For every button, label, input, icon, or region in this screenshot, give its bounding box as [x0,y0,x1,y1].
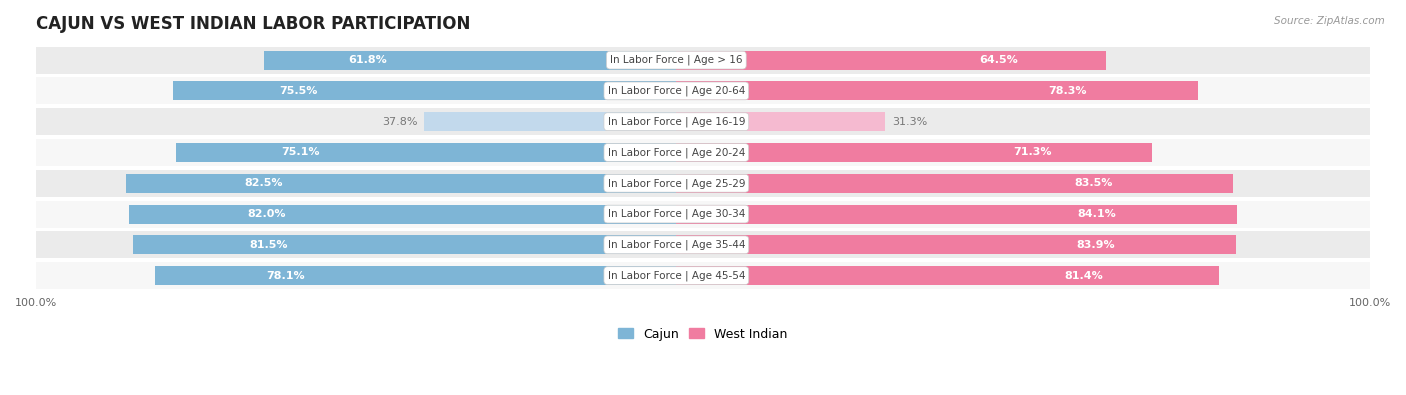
Bar [37,108,1369,135]
Text: In Labor Force | Age 35-44: In Labor Force | Age 35-44 [607,240,745,250]
Bar [37,47,1369,74]
Text: CAJUN VS WEST INDIAN LABOR PARTICIPATION: CAJUN VS WEST INDIAN LABOR PARTICIPATION [37,15,471,33]
Bar [676,235,1236,254]
Text: 71.3%: 71.3% [1014,147,1052,158]
Text: 64.5%: 64.5% [980,55,1018,65]
Text: In Labor Force | Age 20-64: In Labor Force | Age 20-64 [607,86,745,96]
Text: Source: ZipAtlas.com: Source: ZipAtlas.com [1274,16,1385,26]
Bar [37,170,1369,197]
Bar [37,139,1369,166]
Bar [37,262,1369,289]
Text: 82.0%: 82.0% [247,209,285,219]
Text: 61.8%: 61.8% [347,55,387,65]
Text: 31.3%: 31.3% [891,117,927,127]
Bar [173,81,676,100]
Bar [425,112,676,131]
Bar [676,81,1198,100]
Text: 75.1%: 75.1% [281,147,321,158]
Text: In Labor Force | Age 25-29: In Labor Force | Age 25-29 [607,178,745,188]
Text: In Labor Force | Age 45-54: In Labor Force | Age 45-54 [607,270,745,281]
Text: In Labor Force | Age 30-34: In Labor Force | Age 30-34 [607,209,745,219]
Bar [676,51,1107,70]
Text: 78.1%: 78.1% [266,271,305,280]
Bar [176,143,676,162]
Bar [156,266,676,285]
Bar [37,77,1369,104]
Bar [676,205,1237,224]
Text: 82.5%: 82.5% [245,178,283,188]
Legend: Cajun, West Indian: Cajun, West Indian [613,323,793,346]
Bar [132,235,676,254]
Bar [264,51,676,70]
Text: 37.8%: 37.8% [382,117,418,127]
Bar [676,143,1152,162]
Text: 81.5%: 81.5% [249,240,288,250]
Text: 83.9%: 83.9% [1077,240,1115,250]
Bar [129,205,676,224]
Bar [37,231,1369,258]
Bar [37,201,1369,228]
Bar [676,112,884,131]
Bar [127,174,676,193]
Bar [676,174,1233,193]
Text: 78.3%: 78.3% [1049,86,1087,96]
Text: 84.1%: 84.1% [1077,209,1116,219]
Text: 83.5%: 83.5% [1074,178,1114,188]
Text: 75.5%: 75.5% [280,86,318,96]
Text: 81.4%: 81.4% [1064,271,1102,280]
Text: In Labor Force | Age 16-19: In Labor Force | Age 16-19 [607,117,745,127]
Bar [676,266,1219,285]
Text: In Labor Force | Age > 16: In Labor Force | Age > 16 [610,55,742,65]
Text: In Labor Force | Age 20-24: In Labor Force | Age 20-24 [607,147,745,158]
